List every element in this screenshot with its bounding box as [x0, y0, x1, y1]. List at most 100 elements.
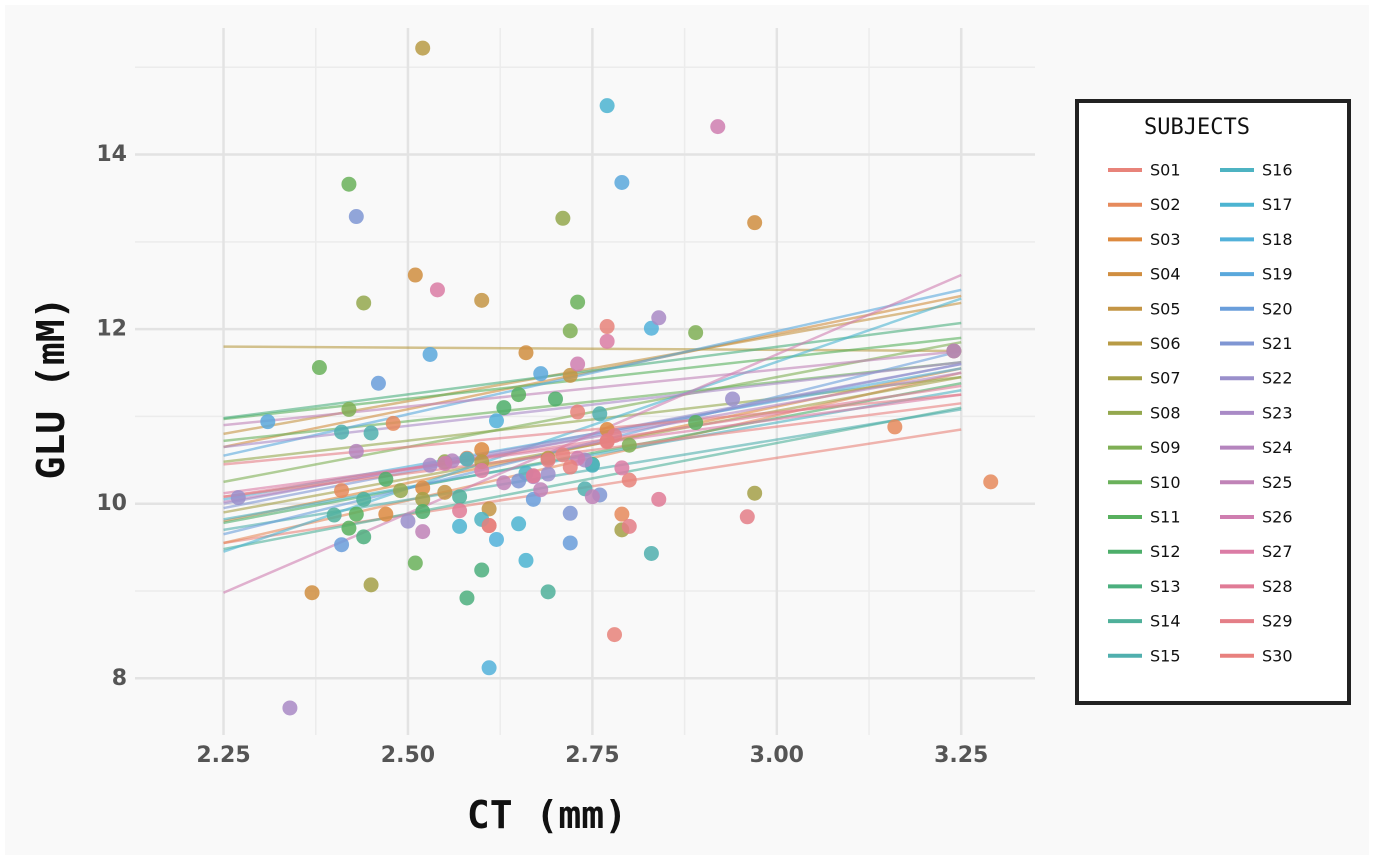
- point-S24: [348, 443, 364, 459]
- point-S30: [481, 518, 497, 534]
- point-S11: [511, 387, 527, 403]
- point-S04: [407, 267, 423, 283]
- legend-label-S08: S08: [1150, 403, 1181, 422]
- point-S18: [488, 413, 504, 429]
- point-S13: [474, 562, 490, 578]
- point-S10: [407, 555, 423, 571]
- point-S02: [614, 506, 630, 522]
- point-S25: [496, 475, 512, 491]
- point-S12: [547, 391, 563, 407]
- point-S14: [540, 584, 556, 600]
- point-S17: [599, 98, 615, 114]
- point-S06: [415, 40, 431, 56]
- legend-label-S17: S17: [1262, 195, 1293, 214]
- fit-line-S13: [223, 321, 962, 420]
- legend-label-S23: S23: [1262, 403, 1293, 422]
- fit-line-S29: [223, 393, 962, 466]
- y-tick-label: 8: [112, 666, 127, 691]
- legend-label-S29: S29: [1262, 612, 1293, 631]
- point-S14: [356, 491, 372, 507]
- legend-label-S02: S02: [1150, 195, 1181, 214]
- point-S17: [518, 552, 534, 568]
- point-S04: [518, 345, 534, 361]
- point-S11: [348, 506, 364, 522]
- legend-label-S06: S06: [1150, 334, 1181, 353]
- point-S19: [422, 346, 438, 362]
- point-S29: [540, 452, 556, 468]
- legend-label-S03: S03: [1150, 230, 1181, 249]
- point-S07: [747, 485, 763, 501]
- y-tick-label: 14: [96, 142, 127, 167]
- point-S04: [747, 215, 763, 231]
- fit-line-S28: [223, 384, 962, 498]
- point-S09: [562, 323, 578, 339]
- fit-line-S20: [223, 349, 962, 536]
- point-S15: [643, 545, 659, 561]
- point-S08: [393, 483, 409, 499]
- legend-label-S30: S30: [1262, 646, 1293, 665]
- legend-label-S24: S24: [1262, 438, 1293, 457]
- point-S26: [570, 356, 586, 372]
- point-S30: [555, 447, 571, 463]
- point-S15: [363, 425, 379, 441]
- legend-label-S05: S05: [1150, 299, 1181, 318]
- fit-line-S27: [223, 393, 962, 495]
- legend-label-S09: S09: [1150, 438, 1181, 457]
- fit-lines: [223, 273, 962, 594]
- point-S29: [739, 509, 755, 525]
- point-S04: [304, 585, 320, 601]
- point-S25: [533, 482, 549, 498]
- point-S13: [356, 529, 372, 545]
- legend-title: SUBJECTS: [1144, 115, 1250, 140]
- point-S20: [562, 535, 578, 551]
- point-S01: [570, 404, 586, 420]
- point-S26: [437, 456, 453, 472]
- scatter-points: [230, 40, 999, 716]
- x-tick-label: 2.25: [196, 743, 250, 768]
- point-S05: [562, 367, 578, 383]
- point-S08: [356, 295, 372, 311]
- point-S27: [614, 460, 630, 476]
- point-S20: [370, 375, 386, 391]
- x-tick-label: 2.50: [381, 743, 435, 768]
- point-S14: [452, 489, 468, 505]
- point-S05: [481, 501, 497, 517]
- legend-label-S15: S15: [1150, 646, 1181, 665]
- y-tick-label: 12: [96, 317, 127, 342]
- legend-label-S26: S26: [1262, 508, 1293, 527]
- legend-label-S13: S13: [1150, 577, 1181, 596]
- point-S08: [555, 210, 571, 226]
- point-S01: [621, 472, 637, 488]
- x-tick-label: 3.00: [750, 743, 804, 768]
- y-tick-label: 10: [96, 491, 127, 516]
- point-S16: [459, 451, 475, 467]
- point-S25: [415, 524, 431, 540]
- fit-line-S17: [223, 297, 962, 553]
- point-S18: [643, 320, 659, 336]
- legend-label-S28: S28: [1262, 577, 1293, 596]
- point-S11: [341, 520, 357, 536]
- point-S12: [496, 400, 512, 416]
- point-S21: [562, 505, 578, 521]
- point-S27: [429, 282, 445, 298]
- point-S03: [378, 506, 394, 522]
- point-S10: [311, 360, 327, 376]
- point-S05: [437, 484, 453, 500]
- legend-label-S18: S18: [1262, 230, 1293, 249]
- legend-label-S27: S27: [1262, 542, 1293, 561]
- point-S01: [607, 627, 623, 643]
- point-S15: [592, 406, 608, 422]
- point-S22: [230, 490, 246, 506]
- point-S17: [511, 516, 527, 532]
- point-S02: [334, 483, 350, 499]
- point-S24: [946, 343, 962, 359]
- point-S19: [533, 366, 549, 382]
- point-S28: [651, 491, 667, 507]
- x-tick-label: 2.75: [565, 743, 619, 768]
- point-S21: [511, 473, 527, 489]
- point-S02: [385, 415, 401, 431]
- legend-label-S25: S25: [1262, 473, 1293, 492]
- legend-label-S04: S04: [1150, 265, 1181, 284]
- point-S19: [614, 174, 630, 190]
